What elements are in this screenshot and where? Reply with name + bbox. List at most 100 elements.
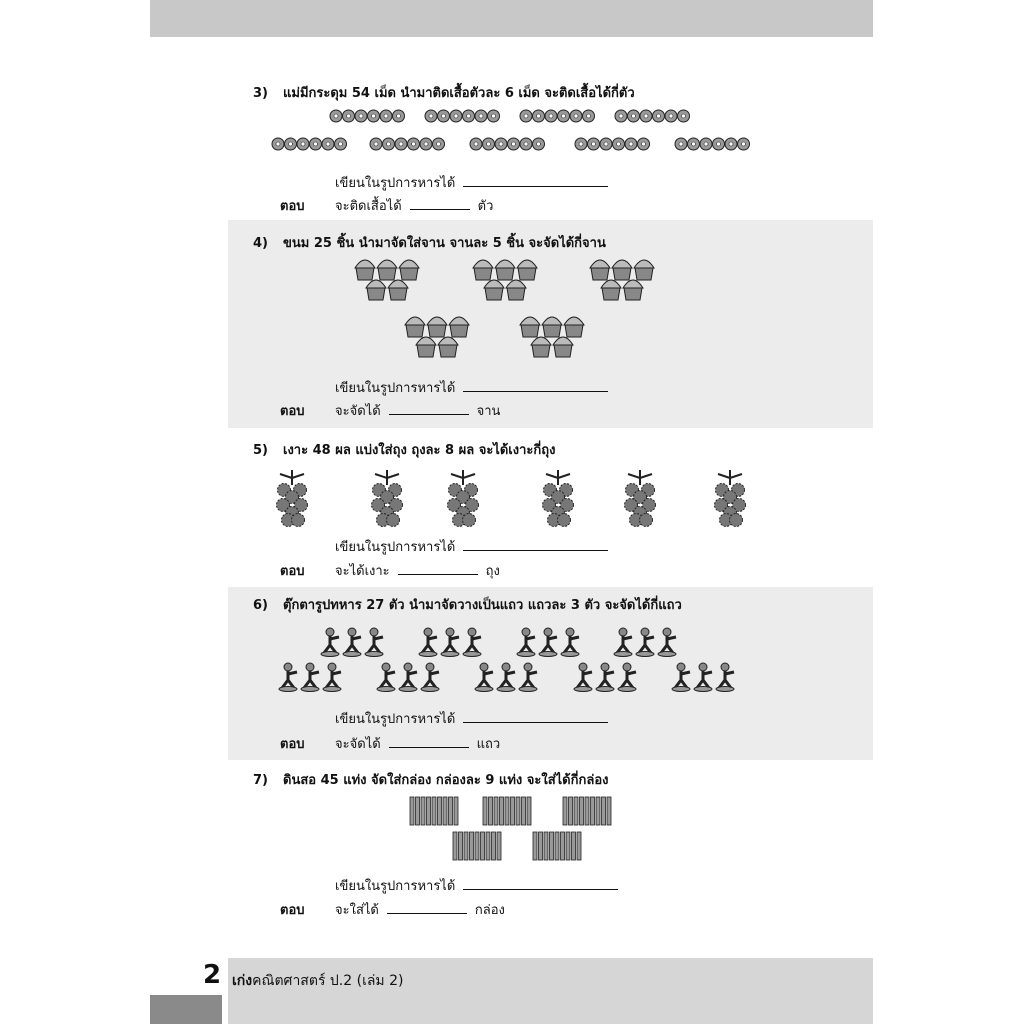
- answer-unit: กล่อง: [474, 903, 505, 918]
- button-hole: [333, 113, 339, 119]
- button-hole: [678, 141, 684, 147]
- pencil: [415, 796, 420, 826]
- button-hole: [386, 141, 391, 147]
- cupcake-top: [505, 279, 527, 289]
- pencil: [493, 796, 499, 826]
- rambutan: [723, 490, 737, 504]
- pencil: [409, 796, 415, 826]
- button-hole: [703, 141, 709, 147]
- stem: [374, 470, 400, 485]
- button-hole: [346, 113, 351, 119]
- question-text: ตุ๊กตารูปทหาร 27 ตัว นำมาจัดวางเป็นแถว แ…: [283, 598, 682, 613]
- button-hole: [668, 113, 674, 119]
- soldier-base: [342, 651, 362, 657]
- button-hole: [383, 113, 389, 119]
- soldier-head: [698, 662, 708, 672]
- button-hole: [641, 141, 646, 147]
- answer-prefix: จะได้เงาะ: [335, 564, 390, 579]
- stem: [450, 470, 476, 485]
- soldier-base: [516, 651, 536, 657]
- cupcake-base: [366, 287, 386, 301]
- soldier-body: [673, 670, 691, 689]
- answer-label: ตอบ: [280, 737, 305, 752]
- question-text: ขนม 25 ชิ้น นำมาจัดใส่จาน จานละ 5 ชิ้น จ…: [283, 236, 606, 251]
- question-text: ดินสอ 45 แท่ง จัดใส่กล่อง กล่องละ 9 แท่ง…: [283, 773, 609, 788]
- button-hole: [275, 141, 281, 147]
- soldier-base: [595, 686, 615, 692]
- button-hole: [728, 141, 734, 147]
- answer-prefix: จะติดเสื้อได้: [335, 199, 402, 214]
- cupcake-base: [473, 267, 493, 281]
- cupcake-top: [483, 279, 505, 289]
- pencil: [491, 831, 496, 861]
- question: 6) ตุ๊กตารูปทหาร 27 ตัว นำมาจัดวางเป็นแถว…: [253, 594, 682, 615]
- button-hole: [491, 113, 496, 119]
- soldier-base: [560, 651, 580, 657]
- soldier-head: [467, 627, 477, 637]
- soldier-head: [523, 662, 533, 672]
- button-hole: [473, 141, 479, 147]
- soldier-base: [462, 651, 482, 657]
- soldier-head: [600, 662, 610, 672]
- cupcake-base: [449, 324, 469, 338]
- soldier-body: [420, 635, 438, 654]
- button-hole: [453, 113, 459, 119]
- button-hole: [603, 141, 609, 147]
- button-hole: [436, 141, 441, 147]
- cupcake-base: [612, 267, 632, 281]
- button-hole: [338, 141, 343, 147]
- rambutan: [642, 498, 656, 512]
- soldier-head: [347, 627, 357, 637]
- cupcake-base: [438, 344, 458, 358]
- rambutan: [714, 498, 728, 512]
- button-hole: [325, 141, 331, 147]
- soldier-base: [398, 686, 418, 692]
- soldier-body: [659, 635, 677, 654]
- pencil: [463, 831, 469, 861]
- pencil: [482, 796, 488, 826]
- button-hole: [478, 113, 484, 119]
- soldier-head: [720, 662, 730, 672]
- cupcake-top: [404, 316, 426, 326]
- rambutan: [389, 498, 403, 512]
- button-hole: [691, 141, 696, 147]
- cupcake-top: [415, 336, 437, 346]
- rambutan: [557, 513, 571, 527]
- button-hole: [300, 141, 306, 147]
- prompt-line: เขียนในรูปการหารได้: [335, 875, 626, 896]
- soldier-base: [613, 651, 633, 657]
- rambutan: [285, 490, 299, 504]
- rambutan: [371, 498, 385, 512]
- cupcake-top: [365, 279, 387, 289]
- answer-line: ตอบ จะจัดได้ แถว: [280, 733, 500, 754]
- button-hole: [511, 141, 516, 147]
- cupcake-base: [601, 287, 621, 301]
- question-text: แม่มีกระดุม 54 เม็ด นำมาติดเสื้อตัวละ 6 …: [283, 86, 635, 101]
- soldier-body: [322, 635, 340, 654]
- header-bar: [150, 0, 873, 37]
- soldier-body: [518, 635, 536, 654]
- question-text: เงาะ 48 ผล แบ่งใส่ถุง ถุงละ 8 ผล จะได้เง…: [283, 443, 556, 458]
- rambutan: [276, 498, 290, 512]
- soldier-head: [325, 627, 335, 637]
- blank: [386, 901, 467, 914]
- button-hole: [591, 141, 596, 147]
- cupcake-base: [355, 267, 375, 281]
- cupcake-top: [622, 279, 644, 289]
- soldier-head: [327, 662, 337, 672]
- soldier-body: [366, 635, 384, 654]
- soldier-base: [573, 686, 593, 692]
- soldier-base: [635, 651, 655, 657]
- pencil: [568, 796, 573, 826]
- rambutan: [465, 498, 479, 512]
- pencil: [565, 831, 571, 861]
- pencil: [554, 831, 560, 861]
- soldier-base: [440, 651, 460, 657]
- cupcake-top: [448, 316, 470, 326]
- pencil: [469, 831, 474, 861]
- soldier-head: [565, 627, 575, 637]
- rambutan: [542, 498, 556, 512]
- pencil: [474, 831, 480, 861]
- pencil: [452, 831, 458, 861]
